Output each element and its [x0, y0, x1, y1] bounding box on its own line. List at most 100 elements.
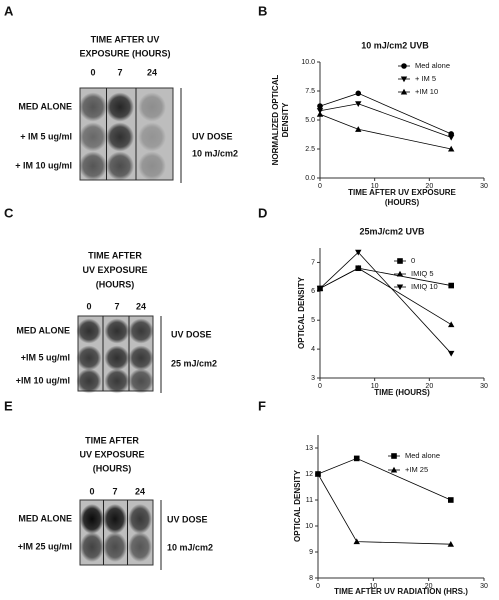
series-line	[319, 103, 452, 138]
blot-spot	[128, 368, 154, 394]
data-point	[448, 134, 455, 141]
dose-label: UV DOSE	[167, 514, 208, 524]
dose-label: 10 mJ/cm2	[192, 148, 238, 158]
blot-spot	[104, 368, 130, 394]
panel-header: EXPOSURE (HOURS)	[79, 48, 170, 58]
panel-header: TIME AFTER	[88, 250, 142, 260]
legend-marker	[396, 270, 404, 277]
panel-letter: E	[4, 398, 13, 413]
x-tick-label: 10	[371, 183, 379, 190]
data-point	[448, 282, 454, 289]
data-point	[355, 126, 362, 132]
dose-label: UV DOSE	[171, 329, 212, 339]
series-line	[317, 457, 451, 501]
panel-letter: F	[258, 398, 266, 413]
blot-spot	[138, 92, 166, 122]
blot-spot	[76, 345, 102, 371]
blot-spot	[128, 532, 152, 562]
blot-spot	[106, 122, 134, 152]
data-point	[355, 249, 362, 256]
data-point	[448, 497, 454, 503]
column-label: 24	[147, 67, 157, 77]
panel-letter: D	[258, 205, 267, 220]
legend-marker	[400, 88, 408, 95]
x-tick-label: 20	[425, 183, 433, 190]
y-tick-label: 13	[305, 445, 313, 452]
legend-marker	[397, 258, 403, 264]
data-point	[447, 541, 454, 547]
data-point	[316, 285, 324, 292]
data-point	[448, 350, 455, 357]
panel-header: (HOURS)	[96, 279, 135, 289]
blot-spot	[79, 92, 107, 122]
dose-label: 25 mJ/cm2	[171, 358, 217, 368]
y-tick-label: 11	[306, 497, 313, 504]
column-label: 0	[89, 486, 94, 496]
panel-letter: A	[4, 3, 14, 18]
panel-header: UV EXPOSURE	[82, 265, 147, 275]
y-axis-label: DENSITY	[281, 102, 290, 137]
blot-spot	[80, 532, 104, 562]
blot-spot	[128, 345, 154, 371]
series-line	[317, 473, 451, 545]
x-tick-label: 0	[316, 583, 320, 590]
y-tick-label: 6	[311, 288, 315, 295]
data-point	[355, 101, 362, 107]
y-tick-label: 7	[311, 259, 315, 266]
legend-label: 0	[411, 256, 415, 265]
series-line	[319, 251, 452, 354]
legend-label: IMIQ 5	[411, 269, 434, 278]
dose-label: UV DOSE	[192, 131, 233, 141]
blot-spot	[104, 318, 130, 344]
blot-spot	[128, 318, 154, 344]
data-point	[316, 111, 324, 117]
y-tick-label: 12	[305, 471, 313, 478]
legend-marker	[401, 63, 407, 69]
y-axis-label: OPTICAL DENSITY	[293, 469, 302, 542]
legend-marker	[400, 76, 408, 83]
blot-spot	[76, 318, 102, 344]
chart-title: 25mJ/cm2 UVB	[359, 226, 425, 236]
column-label: 24	[135, 486, 145, 496]
blot-spot	[79, 122, 107, 152]
legend-label: +IM 10	[415, 87, 438, 96]
dose-label: 10 mJ/cm2	[167, 542, 213, 552]
x-axis-label: TIME AFTER UV RADIATION (HRS.)	[334, 587, 468, 596]
blot-spot	[80, 504, 104, 534]
blot-spot	[104, 345, 130, 371]
data-point	[355, 90, 362, 97]
x-tick-label: 30	[480, 383, 488, 390]
y-tick-label: 10	[305, 523, 313, 530]
x-tick-label: 0	[318, 383, 322, 390]
row-label: +IM 5 ug/ml	[21, 352, 70, 362]
panel-header: UV EXPOSURE	[79, 449, 144, 459]
legend-label: Med alone	[415, 61, 450, 70]
legend-label: + IM 5	[415, 74, 436, 83]
data-point	[448, 145, 455, 152]
series-line	[319, 113, 452, 150]
x-tick-label: 10	[369, 583, 377, 590]
data-point	[355, 265, 362, 271]
y-tick-label: 9	[309, 549, 313, 556]
blot-spot	[106, 92, 134, 122]
column-label: 7	[114, 301, 119, 311]
column-label: 7	[117, 67, 122, 77]
x-axis-label: TIME AFTER UV EXPOSURE	[348, 188, 456, 197]
blot-spot	[103, 532, 127, 562]
panel-letter: B	[258, 3, 267, 18]
blot-spot	[79, 151, 107, 181]
panel-header: TIME AFTER UV	[91, 34, 160, 44]
x-tick-label: 20	[425, 383, 433, 390]
column-label: 0	[86, 301, 91, 311]
y-tick-label: 5	[311, 317, 315, 324]
blot-spot	[76, 368, 102, 394]
y-axis-label: NORMALIZED OPTICAL	[271, 75, 280, 166]
column-label: 7	[112, 486, 117, 496]
row-label: +IM 25 ug/ml	[18, 541, 72, 551]
blot-spot	[103, 504, 127, 534]
chart-title: 10 mJ/cm2 UVB	[361, 40, 429, 50]
x-tick-label: 0	[318, 183, 322, 190]
legend-label: IMIQ 10	[411, 282, 438, 291]
y-tick-label: 5.0	[305, 117, 315, 124]
x-tick-label: 10	[371, 383, 379, 390]
